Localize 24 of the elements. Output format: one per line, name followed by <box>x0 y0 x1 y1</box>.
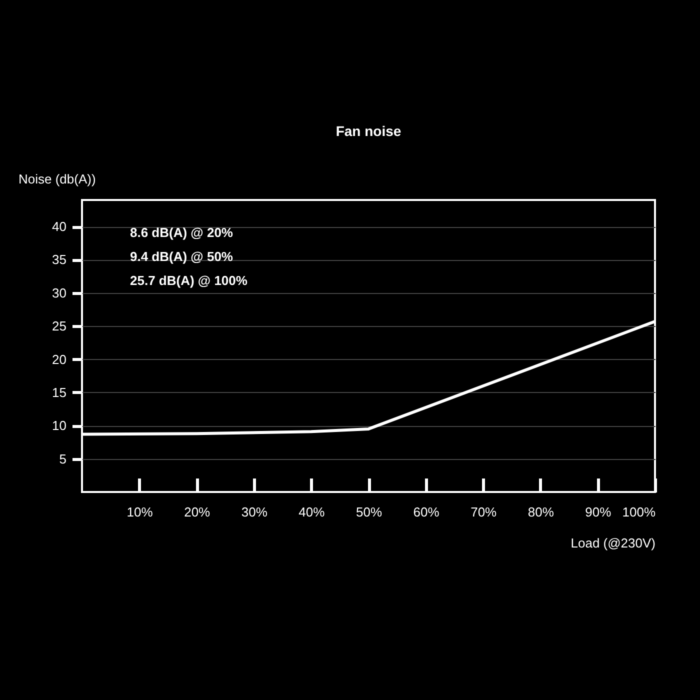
x-tick-label: 20% <box>184 504 211 520</box>
y-tick-label: 30 <box>52 285 66 300</box>
x-tick-label: 30% <box>241 504 268 520</box>
x-tick-label: 10% <box>126 504 154 520</box>
x-tick-label: 100% <box>622 504 656 520</box>
y-tick-label: 35 <box>52 252 66 268</box>
x-tick-label: 90% <box>585 504 612 520</box>
y-tick-label: 10 <box>52 418 66 434</box>
y-tick-label: 20 <box>52 352 66 367</box>
y-tick-label: 25 <box>52 318 66 334</box>
annotation: 9.4 dB(A) @ 50% <box>130 249 234 264</box>
annotation: 8.6 dB(A) @ 20% <box>130 225 234 240</box>
y-tick-label: 40 <box>52 219 66 234</box>
x-tick-label: 60% <box>413 504 440 520</box>
y-axis-title: Noise (db(A)) <box>18 172 96 186</box>
y-tick-label: 5 <box>59 451 66 466</box>
x-tick-label: 70% <box>470 504 498 520</box>
chart-title: Fan noise <box>336 123 402 139</box>
x-axis-title: Load (@230V) <box>570 536 656 550</box>
x-tick-label: 40% <box>298 504 326 520</box>
x-tick-label: 50% <box>356 504 382 520</box>
x-tick-label: 80% <box>528 504 554 520</box>
y-tick-label: 15 <box>52 384 66 400</box>
annotation: 25.7 dB(A) @ 100% <box>130 273 248 288</box>
